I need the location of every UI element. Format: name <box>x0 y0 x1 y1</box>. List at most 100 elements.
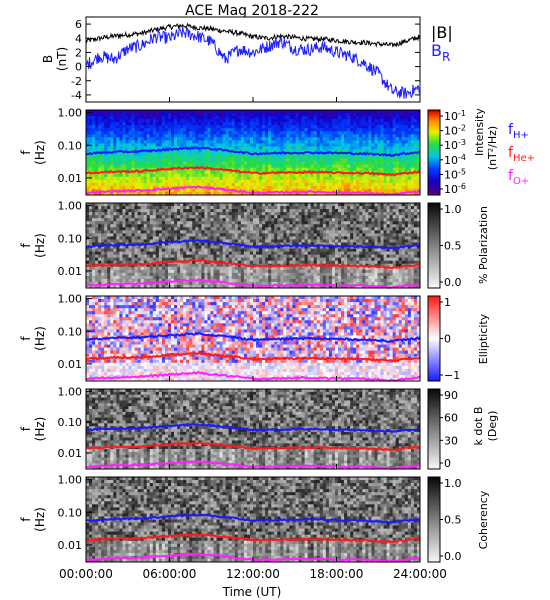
spectrogram-cell <box>86 158 90 163</box>
spectrogram-cell <box>286 260 290 265</box>
spectrogram-cell <box>143 134 148 138</box>
spectrogram-cell <box>164 230 169 234</box>
spectrogram-cell <box>171 113 175 117</box>
spectrogram-cell <box>104 212 108 216</box>
spectrogram-cell <box>398 143 403 147</box>
spectrogram-cell <box>362 155 366 159</box>
spectrogram-cell <box>259 221 263 225</box>
spectrogram-cell <box>152 116 157 120</box>
spectrogram-cell <box>125 254 129 259</box>
spectrogram-cell <box>180 158 184 163</box>
spectrogram-cell <box>186 233 190 237</box>
spectrogram-cell <box>210 230 214 234</box>
spectrogram-cell <box>237 140 242 144</box>
spectrogram-cell <box>98 209 102 213</box>
spectrogram-cell <box>128 167 132 172</box>
spectrogram-cell <box>234 125 239 129</box>
spectrogram-cell <box>401 110 406 114</box>
spectrogram-cell <box>143 221 148 225</box>
spectrogram-cell <box>268 122 272 126</box>
spectrogram-cell <box>249 209 254 213</box>
spectrogram-cell <box>353 113 357 117</box>
spectrogram-cell <box>89 137 93 141</box>
spectrogram-cell <box>256 140 260 144</box>
spectrogram-cell <box>392 164 397 169</box>
spectrogram-cell <box>222 182 227 187</box>
spectrogram-cell <box>350 125 354 129</box>
spectrogram-cell <box>180 215 184 219</box>
spectrogram-cell <box>143 176 148 181</box>
spectrogram-cell <box>161 275 166 280</box>
spectrogram-cell <box>104 206 108 210</box>
spectrogram-cell <box>149 191 154 196</box>
spectrogram-cell <box>158 251 163 256</box>
spectrogram-cell <box>195 113 199 117</box>
spectrogram-cell <box>204 137 208 141</box>
spectrogram-cell <box>325 161 330 166</box>
spectrogram-cell <box>274 284 278 289</box>
spectrogram-cell <box>341 158 345 163</box>
spectrogram-cell <box>262 224 266 228</box>
spectrogram-cell <box>171 146 175 150</box>
spectrogram-cell <box>113 224 117 228</box>
spectrogram-cell <box>341 128 345 132</box>
spectrogram-cell <box>265 176 269 181</box>
spectrogram-cell <box>262 158 266 163</box>
spectrogram-cell <box>149 272 154 277</box>
spectrogram-cell <box>192 275 196 280</box>
spectrogram-cell <box>277 161 281 166</box>
spectrogram-cell <box>158 164 163 169</box>
spectrogram-cell <box>183 203 187 207</box>
spectrogram-cell <box>143 230 148 234</box>
spectrogram-cell <box>256 269 260 274</box>
spectrogram-cell <box>207 272 211 277</box>
spectrogram-cell <box>344 158 348 163</box>
spectrogram-cell <box>195 158 199 163</box>
spectrogram-cell <box>359 149 363 153</box>
spectrogram-cell <box>195 176 199 181</box>
spectrogram-cell <box>292 131 296 135</box>
spectrogram-cell <box>219 188 224 193</box>
spectrogram-cell <box>207 179 211 184</box>
spectrogram-cell <box>122 206 126 210</box>
spectrogram-cell <box>249 218 254 222</box>
spectrogram-cell <box>89 242 93 246</box>
spectrogram-cell <box>298 164 302 169</box>
spectrogram-cell <box>401 167 406 172</box>
spectrogram-cell <box>283 146 287 150</box>
spectrogram-cell <box>243 233 248 237</box>
spectrogram-cell <box>253 224 257 228</box>
spectrogram-cell <box>216 284 220 289</box>
spectrogram-cell <box>271 152 275 156</box>
spectrogram-cell <box>253 227 257 231</box>
spectrogram-cell <box>107 266 111 271</box>
spectrogram-cell <box>210 245 214 249</box>
spectrogram-cell <box>137 236 142 240</box>
spectrogram-cell <box>95 155 99 159</box>
spectrogram-cell <box>92 122 96 126</box>
spectrogram-cell <box>92 146 96 150</box>
spectrogram-cell <box>158 284 163 289</box>
spectrogram-cell <box>404 128 409 132</box>
spectrogram-cell <box>195 242 199 246</box>
spectrogram-cell <box>213 242 217 246</box>
spectrogram-cell <box>207 167 211 172</box>
spectrogram-cell <box>304 143 309 147</box>
spectrogram-cell <box>274 113 278 117</box>
spectrogram-cell <box>131 137 135 141</box>
spectrogram-cell <box>398 140 403 144</box>
spectrogram-cell <box>113 146 117 150</box>
spectrogram-cell <box>262 116 266 120</box>
spectrogram-cell <box>95 182 99 187</box>
spectrogram-cell <box>374 158 378 163</box>
spectrogram-cell <box>110 215 114 219</box>
spectrogram-cell <box>240 143 245 147</box>
spectrogram-cell <box>101 269 105 274</box>
spectrogram-cell <box>174 224 178 228</box>
spectrogram-cell <box>167 266 172 271</box>
spectrogram-cell <box>89 284 93 289</box>
spectrogram-cell <box>216 182 220 187</box>
spectrogram-cell <box>113 248 117 252</box>
spectrogram-cell <box>164 233 169 237</box>
spectrogram-cell <box>204 263 208 268</box>
